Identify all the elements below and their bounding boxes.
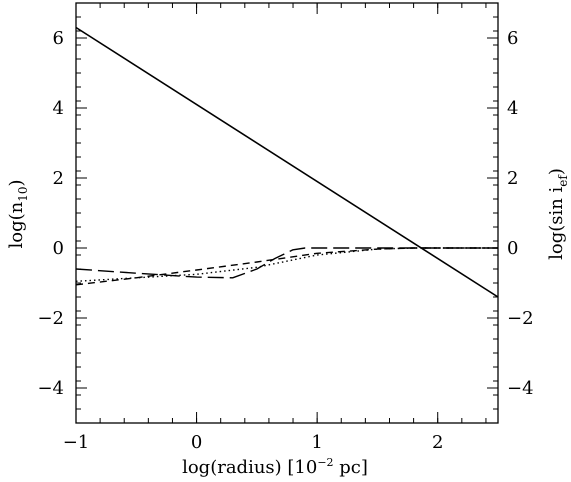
y-tick-label-left: 0 bbox=[53, 238, 64, 259]
minor-ticks bbox=[75, 2, 498, 424]
y-tick-label-right: 0 bbox=[507, 238, 518, 259]
y-axis-label-left: log(n10) bbox=[6, 179, 30, 248]
y-tick-label-right: −4 bbox=[507, 378, 534, 399]
series-layer bbox=[75, 26, 499, 298]
y-tick-label-left: −4 bbox=[37, 378, 64, 399]
tick-labels: −1 0 1 2 −4 −4 −2 −2 0 0 2 2 4 4 6 6 bbox=[37, 28, 533, 453]
series-dotted-line bbox=[75, 247, 498, 282]
y-tick-label-left: 6 bbox=[53, 28, 64, 49]
x-axis-label: log(radius) [10−2 pc] bbox=[182, 456, 368, 478]
y-axis-label-right: log(sin ief) bbox=[546, 168, 570, 260]
major-ticks bbox=[75, 3, 498, 423]
series-solid-line bbox=[75, 26, 499, 298]
y-tick-label-left: 2 bbox=[53, 168, 64, 189]
y-tick-label-left: −2 bbox=[37, 308, 64, 329]
y-tick-label-right: 4 bbox=[507, 98, 518, 119]
x-tick-label: −1 bbox=[63, 432, 90, 453]
y-tick-label-left: 4 bbox=[53, 98, 64, 119]
y-tick-label-right: 2 bbox=[507, 168, 518, 189]
plot-frame bbox=[75, 2, 499, 424]
y-tick-label-right: 6 bbox=[507, 28, 518, 49]
series-short-dash-line bbox=[75, 247, 498, 286]
y-tick-label-right: −2 bbox=[507, 308, 534, 329]
x-tick-label: 2 bbox=[432, 432, 443, 453]
x-tick-label: 1 bbox=[311, 432, 322, 453]
series-long-dash-line bbox=[75, 247, 498, 279]
x-tick-label: 0 bbox=[191, 432, 202, 453]
